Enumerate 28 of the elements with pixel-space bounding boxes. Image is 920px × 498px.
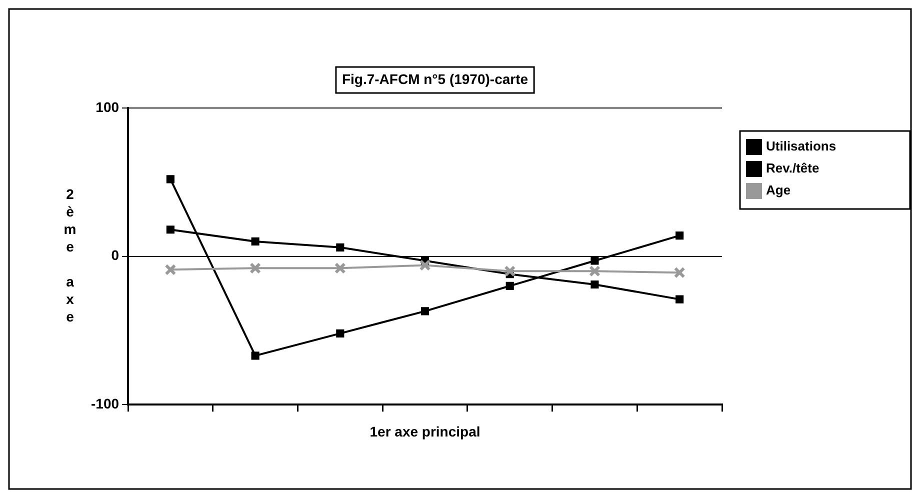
point <box>506 282 514 290</box>
point <box>676 232 684 240</box>
point <box>251 352 260 360</box>
point <box>420 307 430 316</box>
point <box>590 280 599 289</box>
point <box>336 329 344 338</box>
y-tick-label: 0 <box>111 247 120 264</box>
point <box>250 262 262 274</box>
x-axis-title: 1er axe principal <box>370 423 480 440</box>
chart-title: Fig.7-AFCM n°5 (1970)-carte <box>342 70 528 87</box>
text: 2ème axe <box>64 186 76 324</box>
point <box>166 226 174 234</box>
point <box>674 266 686 278</box>
legend-label: Utilisations <box>766 138 836 154</box>
y-tick-label: -100 <box>90 395 120 412</box>
point <box>504 265 516 277</box>
point <box>419 259 431 271</box>
y-tick-label: 100 <box>96 98 120 115</box>
point <box>590 256 599 265</box>
point <box>336 243 344 252</box>
point <box>166 175 174 184</box>
point <box>676 295 684 304</box>
legend-label: Age <box>766 182 791 198</box>
point <box>164 264 176 276</box>
point <box>251 237 260 246</box>
point <box>588 265 600 277</box>
legend-label: Rev./tête <box>766 160 820 176</box>
point <box>334 262 346 274</box>
